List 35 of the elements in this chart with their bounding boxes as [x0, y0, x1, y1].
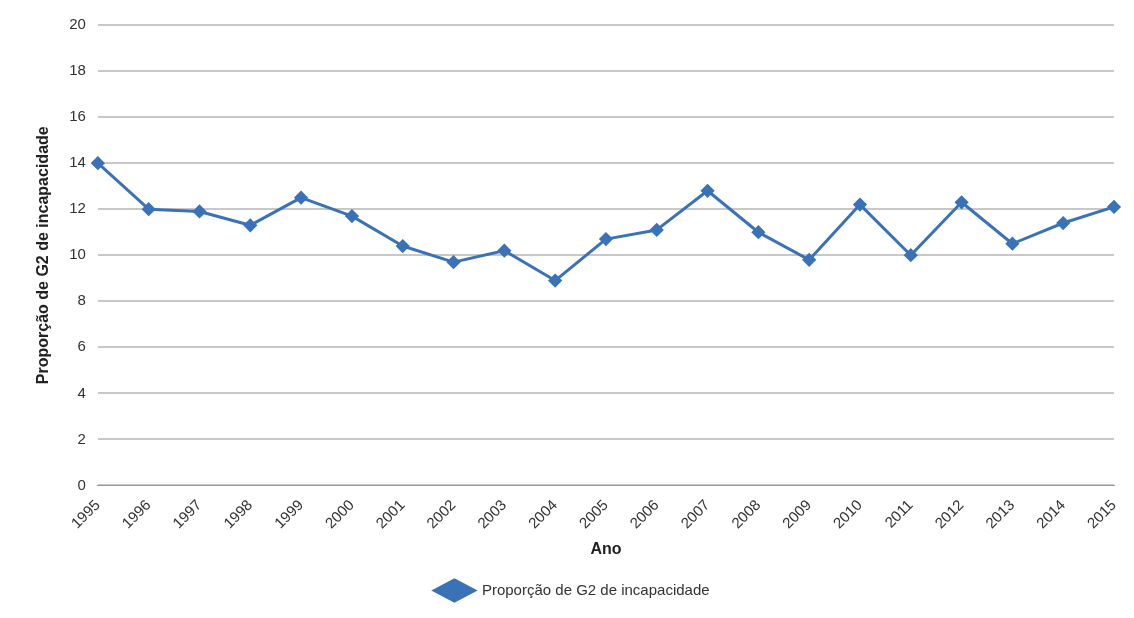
point [650, 223, 664, 237]
point [548, 274, 562, 288]
point [91, 156, 105, 170]
y-tick-label: 4 [77, 383, 86, 401]
y-tick-label: 14 [69, 153, 86, 171]
point [1056, 216, 1070, 230]
point [853, 198, 867, 212]
point [1107, 200, 1121, 214]
point [142, 202, 156, 216]
point [243, 218, 257, 232]
y-tick-label: 0 [77, 475, 86, 493]
y-tick-label: 20 [69, 15, 86, 33]
y-tick-label: 12 [69, 199, 86, 217]
y-tick-label: 10 [69, 245, 86, 263]
y-tick-label: 16 [69, 107, 86, 125]
point [802, 253, 816, 267]
point [599, 232, 613, 246]
y-tick-label: 18 [69, 61, 86, 79]
point [751, 225, 765, 239]
x-axis-title: Ano [590, 539, 622, 557]
point [294, 191, 308, 205]
point [1005, 237, 1019, 251]
point [904, 248, 918, 262]
point [396, 239, 410, 253]
y-tick-label: 6 [77, 337, 86, 355]
point [193, 204, 206, 218]
y-tick-label: 8 [77, 291, 86, 309]
point [447, 255, 461, 269]
y-tick-label: 2 [77, 429, 86, 447]
point [497, 244, 511, 258]
legend-label: Proporção de G2 de incapacidade [481, 580, 710, 598]
y-axis-title: Proporção de G2 de incapacidade [34, 126, 52, 385]
point [955, 195, 969, 209]
point [345, 209, 359, 223]
point [701, 184, 715, 198]
